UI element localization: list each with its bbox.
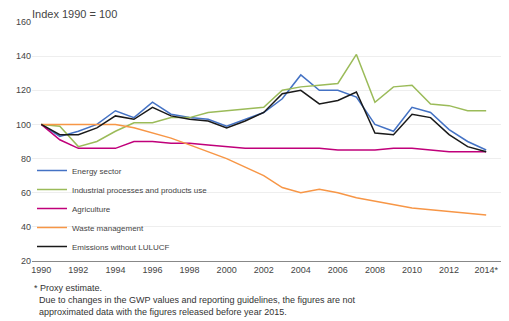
svg-text:2000: 2000	[217, 265, 237, 275]
svg-text:2008: 2008	[365, 265, 385, 275]
svg-text:40: 40	[21, 222, 31, 232]
svg-text:160: 160	[16, 17, 31, 27]
svg-text:1998: 1998	[180, 265, 200, 275]
svg-text:1990: 1990	[31, 265, 51, 275]
svg-text:Energy sector: Energy sector	[72, 167, 122, 176]
svg-text:Due to changes in the GWP valu: Due to changes in the GWP values and rep…	[34, 295, 356, 305]
svg-text:80: 80	[21, 154, 31, 164]
svg-text:140: 140	[16, 51, 31, 61]
svg-text:20: 20	[21, 256, 31, 266]
svg-text:100: 100	[16, 120, 31, 130]
svg-text:2004: 2004	[291, 265, 311, 275]
svg-text:2002: 2002	[254, 265, 274, 275]
svg-text:Agriculture: Agriculture	[72, 205, 111, 214]
svg-text:2006: 2006	[328, 265, 348, 275]
svg-text:Index 1990 = 100: Index 1990 = 100	[32, 8, 117, 20]
svg-text:2014*: 2014*	[474, 265, 498, 275]
svg-text:approximated data with the fig: approximated data with the figures relea…	[34, 307, 287, 317]
svg-text:Emissions without LULUCF: Emissions without LULUCF	[72, 243, 169, 252]
svg-text:120: 120	[16, 85, 31, 95]
svg-text:1996: 1996	[142, 265, 162, 275]
svg-text:* Proxy estimate.: * Proxy estimate.	[34, 283, 102, 293]
svg-text:1994: 1994	[105, 265, 125, 275]
svg-text:Industrial processes and produ: Industrial processes and products use	[72, 186, 207, 195]
svg-text:2010: 2010	[402, 265, 422, 275]
svg-text:2012: 2012	[439, 265, 459, 275]
svg-text:Waste management: Waste management	[72, 224, 144, 233]
svg-text:1992: 1992	[68, 265, 88, 275]
svg-text:60: 60	[21, 188, 31, 198]
